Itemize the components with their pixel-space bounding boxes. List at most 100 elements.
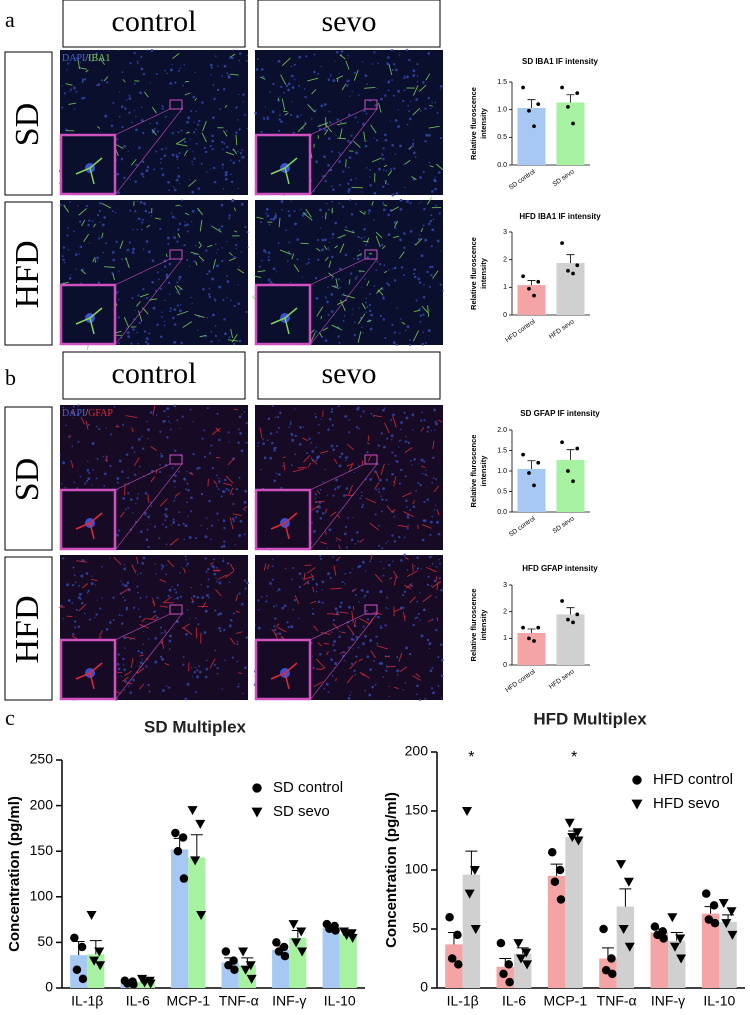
y-tick-label: 0.5	[497, 488, 507, 495]
nucleus	[360, 588, 364, 592]
nucleus	[122, 657, 125, 661]
nucleus	[106, 81, 109, 84]
nucleus	[186, 258, 188, 261]
nucleus	[376, 260, 379, 263]
nucleus	[430, 555, 433, 558]
row-header-box	[4, 51, 53, 196]
cell-process	[347, 443, 354, 450]
nucleus	[234, 544, 236, 546]
nucleus	[338, 635, 341, 639]
nucleus	[245, 422, 248, 425]
inset-process	[75, 157, 103, 185]
nucleus	[227, 489, 230, 492]
cell-process	[198, 241, 202, 246]
nucleus	[344, 456, 348, 459]
nucleus	[416, 684, 419, 688]
nucleus	[334, 488, 337, 491]
nucleus	[349, 272, 353, 275]
nucleus	[352, 308, 354, 310]
cell-process	[359, 210, 365, 215]
nucleus	[367, 212, 370, 215]
cell-process	[374, 415, 382, 418]
cell-process	[291, 253, 295, 260]
nucleus	[314, 331, 316, 333]
nucleus	[177, 167, 180, 169]
nucleus	[337, 278, 341, 281]
nucleus	[281, 209, 283, 211]
nucleus	[257, 608, 260, 611]
cell-process	[320, 632, 331, 635]
bar	[556, 459, 585, 512]
cell-process	[421, 465, 426, 469]
cell-process	[78, 67, 87, 70]
nucleus	[277, 588, 281, 591]
nucleus	[209, 63, 213, 67]
nucleus	[386, 540, 389, 543]
nucleus	[228, 624, 232, 628]
cell-process	[325, 212, 327, 220]
nucleus	[426, 498, 430, 501]
nucleus	[208, 499, 211, 503]
nucleus	[232, 520, 235, 523]
nucleus	[119, 580, 122, 582]
cell-process	[387, 665, 396, 668]
nucleus	[365, 301, 367, 304]
nucleus	[349, 178, 353, 182]
cell-process	[209, 562, 215, 565]
nucleus	[112, 258, 116, 262]
nucleus	[173, 308, 177, 311]
nucleus	[382, 208, 386, 212]
nucleus	[293, 210, 296, 213]
nucleus	[267, 258, 271, 262]
nucleus	[403, 186, 406, 189]
nucleus	[224, 659, 226, 662]
nucleus	[213, 298, 216, 300]
nucleus	[219, 612, 222, 616]
zoom-box	[169, 99, 183, 110]
row-header: HFD	[9, 240, 46, 308]
nucleus	[356, 275, 358, 278]
nucleus	[116, 481, 119, 484]
cell-process	[136, 667, 145, 675]
nucleus	[148, 211, 151, 214]
nucleus	[146, 420, 148, 423]
nucleus	[155, 414, 158, 416]
nucleus	[387, 183, 390, 186]
nucleus	[87, 423, 90, 426]
nucleus	[94, 584, 97, 586]
nucleus	[377, 463, 379, 465]
nucleus	[171, 215, 175, 219]
nucleus	[136, 585, 139, 588]
nucleus	[188, 536, 192, 539]
cell-process	[78, 603, 87, 612]
nucleus	[311, 612, 315, 616]
nucleus	[274, 617, 277, 620]
nucleus	[267, 251, 271, 255]
cell-process	[339, 128, 343, 140]
nucleus	[430, 687, 434, 690]
nucleus	[142, 131, 145, 135]
nucleus	[358, 600, 360, 603]
cell-process	[336, 122, 347, 126]
nucleus	[204, 675, 208, 679]
nucleus	[430, 245, 433, 248]
zoom-line	[309, 108, 378, 196]
data-point	[331, 926, 340, 935]
nucleus	[263, 456, 267, 460]
nucleus	[189, 138, 191, 140]
nucleus	[67, 226, 69, 229]
nucleus	[301, 276, 304, 278]
nucleus	[330, 292, 334, 296]
nucleus	[437, 171, 441, 174]
micrograph	[58, 555, 249, 701]
nucleus	[339, 183, 342, 186]
nucleus	[168, 648, 171, 651]
nucleus	[265, 595, 268, 597]
inset-process	[270, 662, 298, 690]
nucleus	[179, 183, 181, 185]
nucleus	[422, 519, 426, 523]
cell-process	[101, 232, 104, 239]
nucleus	[390, 438, 393, 441]
error-bar	[89, 940, 102, 955]
nucleus	[237, 441, 240, 444]
